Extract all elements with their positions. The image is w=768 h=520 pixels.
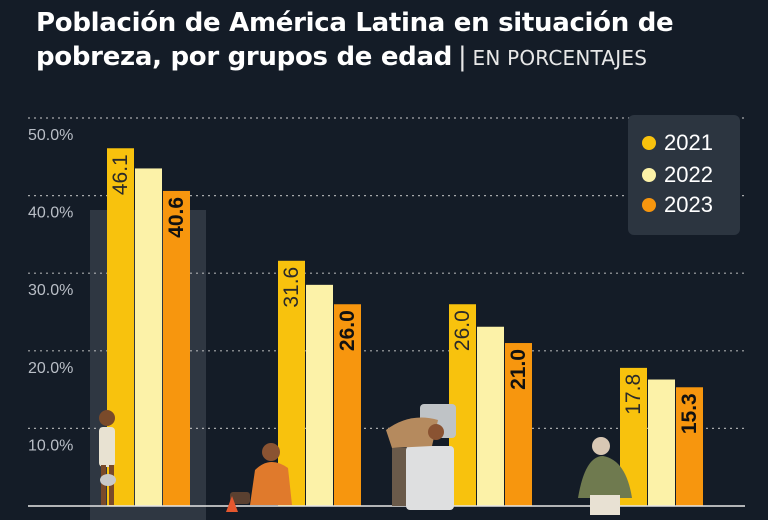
- bar-2022-group-2: [306, 284, 333, 506]
- chart-title: Población de América Latina en situación…: [36, 6, 756, 75]
- legend-swatch-2023: [642, 198, 656, 212]
- bar-2022-group-4: [648, 379, 675, 506]
- y-tick-label: 20.0%: [28, 360, 73, 377]
- y-tick-label: 10.0%: [28, 437, 73, 454]
- data-label-2023-group-1: 40.6: [165, 197, 188, 238]
- legend-label-2022: 2022: [664, 162, 713, 187]
- data-label-2023-group-4: 15.3: [678, 393, 701, 434]
- bar-2023-group-3: [505, 343, 532, 506]
- elderly-woman-illustration: [578, 437, 632, 515]
- bar-2023-group-4: [676, 387, 703, 506]
- chart-legend: 2021 2022 2023: [628, 115, 740, 235]
- data-label-2023-group-3: 21.0: [507, 349, 530, 390]
- y-tick-label: 40.0%: [28, 205, 73, 222]
- man-at-bin-illustration: [386, 404, 456, 510]
- legend-swatch-2022: [642, 168, 656, 182]
- chart-unit-label: EN PORCENTAJES: [472, 46, 648, 70]
- legend-swatch-2021: [642, 136, 656, 150]
- legend-item-2021: 2021: [642, 129, 713, 157]
- bar-2023-group-2: [334, 304, 361, 506]
- data-label-2021-group-1: 46.1: [109, 154, 132, 195]
- woman-cooking-illustration: [226, 443, 292, 512]
- title-separator: |: [458, 42, 467, 72]
- y-tick-label: 30.0%: [28, 282, 73, 299]
- chart-title-text: Población de América Latina en situación…: [36, 8, 674, 72]
- legend-label-2023: 2023: [664, 192, 713, 217]
- legend-label-2021: 2021: [664, 130, 713, 155]
- data-label-2021-group-3: 26.0: [451, 310, 474, 351]
- bar-2022-group-3: [477, 326, 504, 506]
- legend-item-2023: 2023: [642, 191, 713, 219]
- data-label-2021-group-4: 17.8: [622, 374, 645, 415]
- child-figure-illustration: [99, 410, 116, 505]
- y-tick-label: 50.0%: [28, 127, 73, 144]
- legend-item-2022: 2022: [642, 161, 713, 189]
- data-label-2023-group-2: 26.0: [336, 310, 359, 351]
- data-label-2021-group-2: 31.6: [280, 267, 303, 308]
- bar-2023-group-1: [163, 190, 190, 506]
- bar-2022-group-1: [135, 168, 162, 506]
